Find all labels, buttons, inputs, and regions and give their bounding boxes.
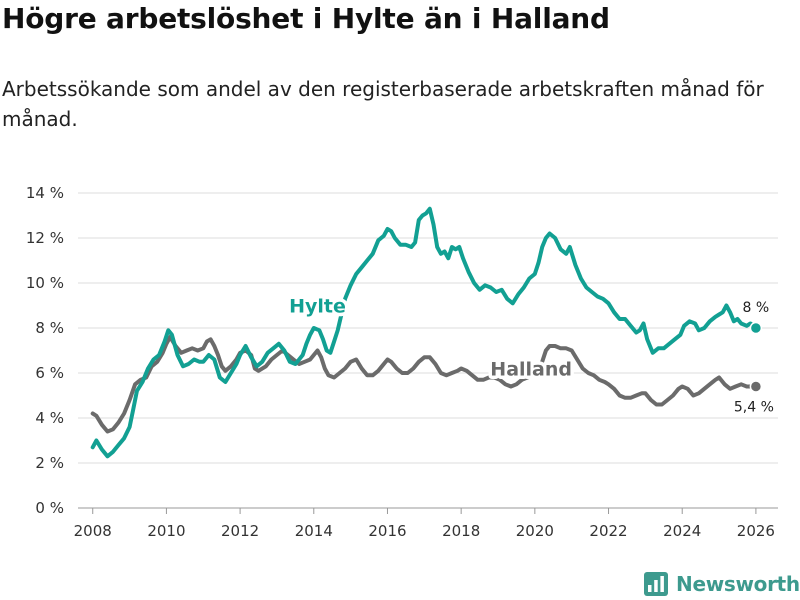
series-lines (90, 206, 763, 459)
axes: 0 % 2 % 4 % 6 % 8 % 10 % 12 % 14 % 2008 2010 2012 2… (26, 184, 778, 540)
newsworthy-logo: Newsworthy (644, 568, 800, 600)
x-tick-label: 2018 (442, 522, 480, 540)
gridlines (78, 192, 778, 464)
x-tick-label: 2010 (147, 522, 185, 540)
x-tick-label: 2024 (663, 522, 701, 540)
x-tick-label: 2008 (74, 522, 112, 540)
x-tick-label: 2022 (589, 522, 627, 540)
y-tick-label: 8 % (35, 319, 64, 337)
x-tick-label: 2026 (737, 522, 775, 540)
chart-title: Högre arbetslöshet i Hylte än i Halland (2, 2, 610, 35)
series-label-halland: Halland (490, 358, 572, 380)
y-tick-label: 14 % (26, 184, 64, 202)
end-point-hylte (749, 321, 763, 335)
y-tick-label: 4 % (35, 409, 64, 427)
brand-name: Newsworthy (676, 572, 800, 596)
series-labels: 5,4 % 8 % Hylte Halland (286, 292, 774, 416)
series-label-hylte: Hylte (289, 295, 346, 317)
y-tick-label: 2 % (35, 454, 64, 472)
end-label-halland: 5,4 % (734, 400, 774, 416)
bar-chart-icon (644, 572, 668, 596)
y-tick-label: 0 % (35, 499, 64, 517)
end-point-halland (749, 380, 763, 393)
x-tick-label: 2020 (516, 522, 554, 540)
x-tick-label: 2012 (221, 522, 259, 540)
chart-subtitle: Arbetssökande som andel av den registerb… (2, 77, 764, 131)
line-chart: 0 % 2 % 4 % 6 % 8 % 10 % 12 % 14 % 2008 2010 2012 2… (26, 184, 778, 540)
x-tick-label: 2016 (368, 522, 406, 540)
y-tick-label: 10 % (26, 274, 64, 292)
y-tick-label: 12 % (26, 229, 64, 247)
end-label-hylte: 8 % (743, 300, 770, 316)
y-tick-label: 6 % (35, 364, 64, 382)
series-line-hylte (90, 206, 758, 459)
x-tick-label: 2014 (295, 522, 333, 540)
series-line-halland (90, 335, 758, 434)
